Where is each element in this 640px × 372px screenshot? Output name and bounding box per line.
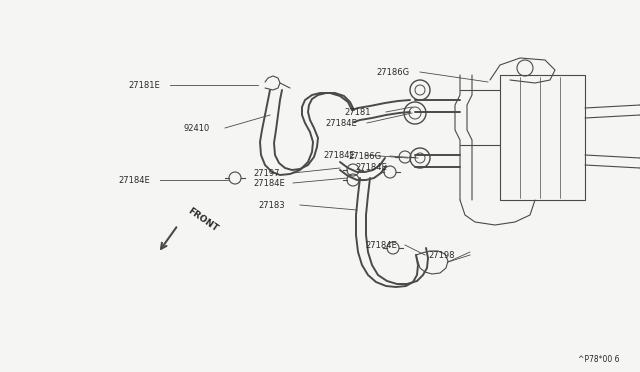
Text: ^P78*00 6: ^P78*00 6 (579, 355, 620, 364)
Text: 27184E: 27184E (355, 163, 387, 171)
Text: 27186G: 27186G (376, 67, 409, 77)
Text: 27183: 27183 (258, 201, 285, 209)
Text: 27181E: 27181E (128, 80, 160, 90)
Text: 27184E: 27184E (323, 151, 355, 160)
Text: 27186G: 27186G (348, 151, 381, 160)
Text: 27197: 27197 (253, 169, 280, 177)
Text: 92410: 92410 (183, 124, 209, 132)
Text: 27184E: 27184E (253, 179, 285, 187)
Text: 27181: 27181 (344, 108, 371, 116)
Text: FRONT: FRONT (186, 206, 220, 233)
Text: 27184E: 27184E (325, 119, 356, 128)
Text: 27198: 27198 (428, 250, 454, 260)
Text: 27184E: 27184E (118, 176, 150, 185)
Text: 27184E: 27184E (365, 241, 397, 250)
